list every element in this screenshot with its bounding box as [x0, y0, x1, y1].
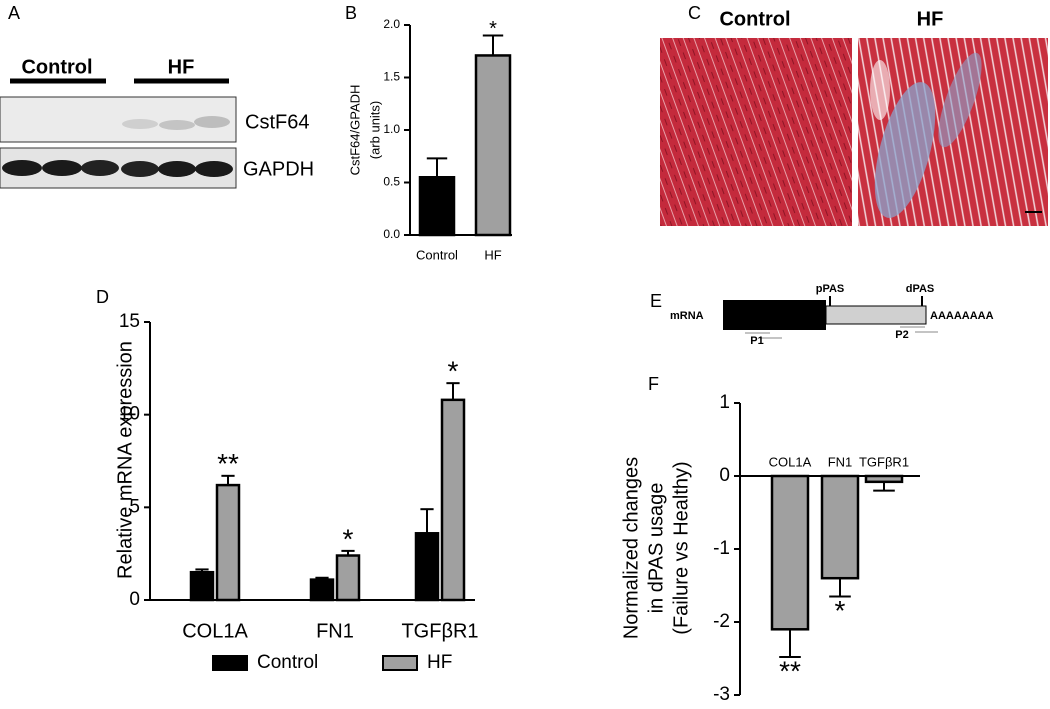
y-tick-label: 1.5 — [383, 70, 400, 84]
histology: Control HF — [660, 8, 1048, 226]
panel-letter: A — [8, 3, 20, 23]
x-tick-label: TGFβR1 — [401, 620, 478, 642]
band — [194, 116, 230, 128]
significance-marker: ** — [779, 655, 801, 686]
utr-box — [825, 305, 927, 325]
significance-marker: ** — [217, 448, 239, 479]
significance-marker: * — [489, 18, 497, 40]
x-tick-label: TGFβR1 — [859, 454, 909, 469]
bar — [474, 54, 512, 237]
y-tick-label: 1 — [719, 392, 730, 413]
bar — [335, 554, 361, 602]
diagram-label: dPAS — [906, 283, 935, 295]
band — [122, 119, 158, 129]
significance-marker: * — [448, 356, 459, 387]
y-axis-label: CstF64/GPADH — [347, 85, 362, 176]
y-tick-label: -1 — [713, 538, 730, 559]
y-axis-label: in dPAS usage — [645, 483, 667, 614]
significance-marker: * — [343, 523, 354, 554]
y-axis-label: (arb units) — [367, 101, 382, 160]
y-tick-label: -2 — [713, 611, 730, 632]
diagram-label: P2 — [895, 329, 908, 341]
y-axis-label: Relative mRNA expression — [114, 341, 136, 579]
bar — [309, 578, 335, 602]
x-tick-label: FN1 — [316, 620, 354, 642]
bar — [215, 483, 241, 602]
legend-swatch — [212, 655, 248, 671]
diagram-label: P1 — [750, 335, 763, 347]
panel-letter: F — [648, 374, 659, 394]
y-tick-label: 15 — [119, 311, 140, 332]
chart: 0 5 10 15 Relative mRNA expression COL1A FN1 TG… — [114, 311, 478, 673]
diagram-label: mRNA — [670, 310, 704, 322]
bar — [418, 176, 456, 237]
x-tick-label: HF — [484, 247, 501, 262]
y-tick-label: 0.5 — [383, 175, 400, 189]
y-tick-label: 5 — [129, 496, 140, 517]
x-tick-label: FN1 — [828, 454, 853, 469]
diagram-label: AAAAAAAA — [930, 310, 994, 322]
band — [42, 160, 82, 176]
band — [158, 161, 196, 177]
fibrosis — [938, 52, 982, 148]
histology-image — [660, 38, 852, 226]
band — [121, 161, 159, 177]
image-title: Control — [719, 8, 790, 30]
x-tick-label: COL1A — [182, 620, 248, 642]
bar — [820, 474, 860, 580]
x-tick-label: Control — [416, 247, 458, 262]
legend-swatch — [382, 655, 418, 671]
bar — [864, 474, 904, 484]
band — [159, 120, 195, 130]
y-tick-label: 0 — [129, 589, 140, 610]
band — [195, 161, 233, 177]
group-label: HF — [168, 56, 195, 78]
legend-label: Control — [257, 652, 318, 673]
fibrosis — [870, 60, 890, 120]
image-title: HF — [917, 8, 944, 30]
y-tick-label: 2.0 — [383, 17, 400, 31]
panel-letter: E — [650, 291, 662, 311]
panel-letter: D — [96, 287, 109, 307]
y-axis-label: Normalized changes — [620, 457, 642, 639]
bar — [414, 532, 440, 602]
panel-letter: C — [688, 3, 701, 23]
group-label: Control — [21, 56, 92, 78]
chart: 0.0 0.5 1.0 1.5 2.0 CstF64/GPADH (arb units) Co… — [347, 17, 512, 262]
cds-box — [723, 300, 826, 330]
band — [81, 160, 119, 176]
fibrosis — [874, 82, 936, 218]
gene-diagram: mRNA pPAS dPAS AAAAAAAA P1 P2 — [670, 283, 994, 347]
y-tick-label: 1.0 — [383, 122, 400, 136]
legend-label: HF — [427, 652, 452, 673]
chart: 1 0 -1 -2 -3 Normalized changes in dPAS usage(… — [620, 392, 920, 705]
band-label: CstF64 — [245, 111, 309, 133]
band-label: GAPDH — [243, 158, 314, 180]
bar — [770, 474, 810, 631]
x-tick-label: COL1A — [769, 454, 812, 469]
western-blot: Control HF CstF64 GAPDH — [0, 56, 314, 189]
y-tick-label: -3 — [713, 684, 730, 705]
diagram-label: pPAS — [816, 283, 845, 295]
y-axis-label: (Failure vs Healthy) — [670, 461, 692, 634]
significance-marker: * — [835, 595, 846, 626]
bar — [189, 570, 215, 602]
bar — [440, 398, 466, 602]
y-tick-label: 10 — [119, 404, 140, 425]
y-tick-label: 0.0 — [383, 227, 400, 241]
band — [2, 160, 42, 176]
panel-letter: B — [345, 3, 357, 23]
y-tick-label: 0 — [719, 465, 730, 486]
